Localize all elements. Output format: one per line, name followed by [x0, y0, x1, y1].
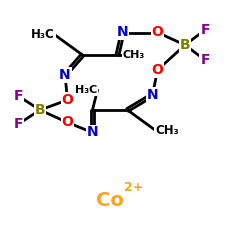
Text: N: N: [147, 88, 158, 102]
Text: O: O: [62, 93, 74, 107]
Text: Co: Co: [96, 190, 124, 210]
Text: N: N: [59, 68, 71, 82]
Text: B: B: [35, 103, 45, 117]
Text: B: B: [180, 38, 190, 52]
Text: F: F: [14, 117, 24, 131]
Text: F: F: [200, 53, 210, 67]
Text: O: O: [62, 116, 74, 130]
Text: O: O: [152, 26, 164, 40]
Text: F: F: [14, 89, 24, 103]
Text: H₃C: H₃C: [31, 28, 55, 42]
Text: O: O: [152, 63, 164, 77]
Text: H₃C: H₃C: [75, 85, 98, 95]
Text: N: N: [117, 26, 128, 40]
Text: N: N: [87, 126, 98, 140]
Text: 2+: 2+: [124, 181, 144, 194]
Text: F: F: [200, 23, 210, 37]
Text: CH₃: CH₃: [122, 50, 145, 60]
Text: CH₃: CH₃: [155, 124, 179, 136]
